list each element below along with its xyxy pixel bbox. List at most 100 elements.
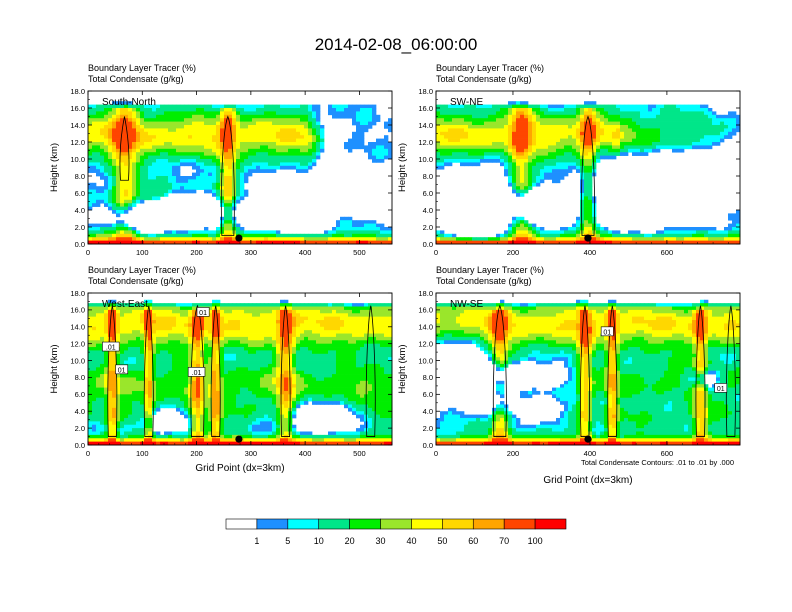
- heatmap-cell: [484, 111, 489, 116]
- heatmap-cell: [524, 131, 529, 136]
- heatmap-cell: [456, 148, 461, 153]
- heatmap-cell: [560, 162, 565, 167]
- heatmap-cell: [224, 155, 229, 160]
- heatmap-cell: [136, 387, 141, 392]
- heatmap-cell: [572, 227, 577, 231]
- heatmap-cell: [128, 193, 133, 197]
- heatmap-cell: [508, 118, 513, 122]
- heatmap-cell: [504, 111, 509, 116]
- heatmap-cell: [336, 240, 341, 245]
- heatmap-cell: [664, 233, 669, 238]
- heatmap-cell: [144, 148, 149, 153]
- heatmap-cell: [252, 155, 257, 160]
- heatmap-cell: [128, 138, 133, 143]
- heatmap-cell: [120, 101, 125, 105]
- heatmap-cell: [352, 111, 357, 116]
- heatmap-cell: [504, 237, 509, 241]
- heatmap-cell: [664, 131, 669, 136]
- heatmap-cell: [588, 189, 593, 194]
- heatmap-cell: [580, 128, 585, 133]
- heatmap-cell: [124, 438, 129, 442]
- heatmap-cell: [228, 145, 233, 150]
- heatmap-cell: [100, 438, 105, 442]
- heatmap-cell: [120, 121, 125, 126]
- heatmap-cell: [556, 142, 561, 146]
- heatmap-cell: [116, 421, 121, 426]
- heatmap-cell: [632, 237, 637, 241]
- heatmap-cell: [160, 434, 165, 439]
- heatmap-cell: [132, 343, 137, 348]
- heatmap-cell: [120, 125, 125, 129]
- heatmap-cell: [128, 384, 133, 388]
- heatmap-cell: [576, 240, 581, 245]
- heatmap-cell: [268, 125, 273, 129]
- heatmap-cell: [184, 237, 189, 241]
- heatmap-cell: [140, 343, 145, 348]
- heatmap-cell: [636, 118, 641, 122]
- heatmap-cell: [436, 111, 441, 116]
- heatmap-cell: [92, 237, 97, 241]
- heatmap-cell: [160, 326, 165, 331]
- heatmap-cell: [88, 434, 93, 439]
- heatmap-cell: [540, 237, 545, 241]
- heatmap-cell: [448, 104, 453, 109]
- heatmap-cell: [692, 233, 697, 238]
- heatmap-cell: [684, 142, 689, 146]
- heatmap-cell: [664, 145, 669, 150]
- heatmap-cell: [176, 438, 181, 442]
- heatmap-cell: [312, 155, 317, 160]
- heatmap-cell: [680, 233, 685, 238]
- heatmap-cell: [240, 162, 245, 167]
- heatmap-cell: [484, 135, 489, 139]
- heatmap-cell: [232, 169, 237, 173]
- heatmap-cell: [216, 145, 221, 150]
- heatmap-cell: [480, 125, 485, 129]
- heatmap-cell: [180, 320, 185, 324]
- heatmap-cell: [160, 353, 165, 358]
- heatmap-cell: [732, 216, 737, 221]
- heatmap-cell: [584, 179, 589, 184]
- heatmap-cell: [220, 155, 225, 160]
- heatmap-cell: [520, 172, 525, 177]
- heatmap-cell: [104, 148, 109, 153]
- heatmap-cell: [516, 121, 521, 126]
- heatmap-cell: [88, 203, 93, 207]
- heatmap-cell: [716, 240, 721, 245]
- heatmap-cell: [120, 193, 125, 197]
- heatmap-cell: [520, 165, 525, 170]
- heatmap-cell: [124, 424, 129, 429]
- heatmap-cell: [100, 417, 105, 422]
- heatmap-cell: [204, 172, 209, 177]
- heatmap-cell: [272, 111, 277, 116]
- heatmap-cell: [444, 162, 449, 167]
- heatmap-cell: [616, 128, 621, 133]
- heatmap-cell: [708, 111, 713, 116]
- heatmap-cell: [124, 203, 129, 207]
- heatmap-cell: [196, 142, 201, 146]
- heatmap-cell: [160, 340, 165, 345]
- heatmap-cell: [108, 145, 113, 150]
- heatmap-cell: [148, 421, 153, 426]
- heatmap-cell: [160, 165, 165, 170]
- heatmap-cell: [228, 148, 233, 153]
- heatmap-cell: [364, 237, 369, 241]
- heatmap-cell: [588, 118, 593, 122]
- heatmap-cell: [204, 152, 209, 156]
- heatmap-cell: [108, 431, 113, 436]
- heatmap-cell: [556, 162, 561, 167]
- heatmap-cell: [196, 428, 201, 432]
- heatmap-cell: [112, 203, 117, 207]
- heatmap-cell: [88, 343, 93, 348]
- heatmap-cell: [124, 414, 129, 419]
- heatmap-cell: [496, 118, 501, 122]
- heatmap-cell: [192, 230, 197, 235]
- heatmap-cell: [180, 182, 185, 187]
- heatmap-cell: [184, 155, 189, 160]
- heatmap-cell: [624, 108, 629, 112]
- heatmap-cell: [200, 320, 205, 324]
- heatmap-cell: [124, 104, 129, 109]
- heatmap-cell: [168, 108, 173, 112]
- heatmap-cell: [208, 108, 213, 112]
- heatmap-cell: [220, 199, 225, 204]
- heatmap-cell: [624, 142, 629, 146]
